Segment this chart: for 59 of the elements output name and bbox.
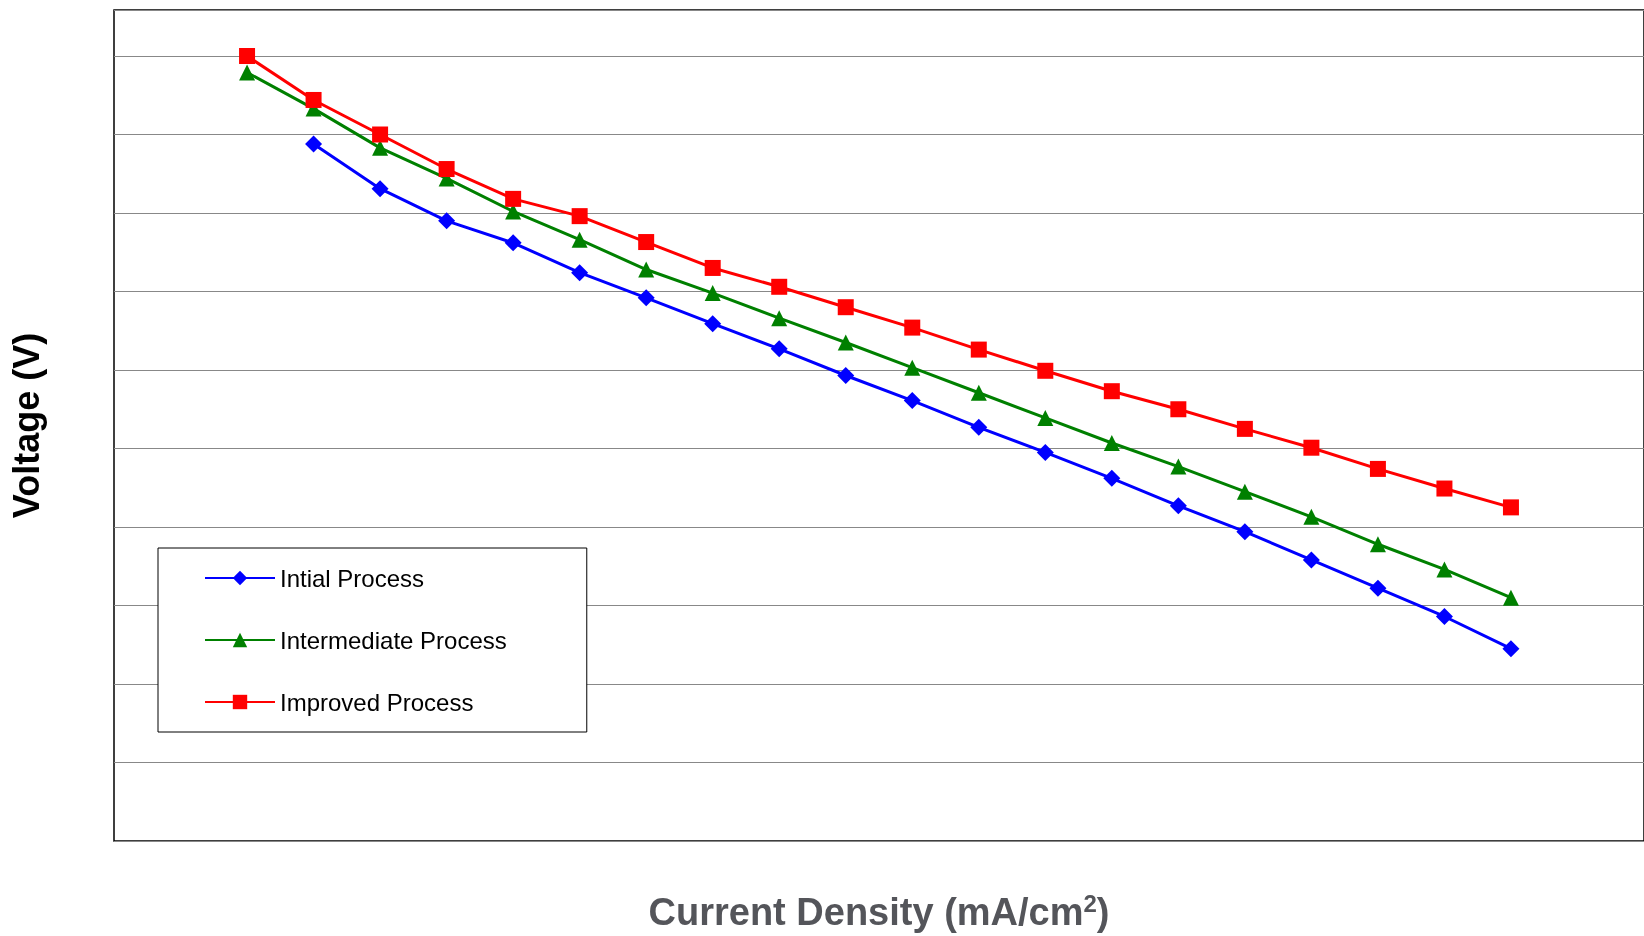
point — [904, 319, 921, 336]
point — [1303, 439, 1320, 456]
point — [1303, 508, 1320, 525]
point — [1436, 480, 1453, 497]
point — [1369, 460, 1386, 477]
point — [704, 259, 721, 276]
point — [837, 334, 854, 351]
point — [372, 126, 389, 143]
point — [1236, 483, 1253, 500]
point — [1037, 409, 1054, 426]
point — [305, 135, 323, 153]
point — [638, 261, 655, 278]
point — [1037, 362, 1054, 379]
point — [904, 359, 921, 376]
legend-label: Intermediate Process — [280, 626, 507, 654]
point — [1502, 640, 1520, 658]
point — [1302, 551, 1320, 569]
point — [1036, 443, 1054, 461]
point — [970, 384, 987, 401]
point — [970, 341, 987, 358]
point — [1502, 499, 1519, 516]
point — [504, 234, 522, 252]
point — [1170, 401, 1187, 418]
point — [371, 180, 389, 198]
point — [970, 418, 988, 436]
point — [1369, 579, 1387, 597]
point — [571, 231, 588, 248]
point — [1103, 435, 1120, 452]
point — [837, 299, 854, 316]
y-axis-title: Voltage (V) — [5, 332, 47, 519]
point — [1103, 383, 1120, 400]
point — [770, 340, 788, 358]
point — [771, 310, 788, 327]
point — [903, 392, 921, 410]
point — [571, 264, 589, 282]
point — [438, 212, 456, 230]
point — [638, 234, 655, 251]
point — [1236, 420, 1253, 437]
point — [438, 161, 455, 178]
point — [837, 367, 855, 384]
point — [637, 289, 655, 307]
point — [771, 278, 788, 295]
point — [704, 315, 722, 333]
legend-label: Improved Process — [280, 688, 474, 716]
point — [1369, 536, 1386, 553]
point — [1170, 458, 1187, 475]
point — [1236, 523, 1254, 541]
point — [704, 285, 721, 302]
point — [1435, 607, 1453, 625]
legend-label: Intial Process — [280, 564, 425, 592]
point — [305, 91, 322, 108]
point — [239, 48, 256, 64]
point — [1103, 469, 1121, 487]
point — [239, 64, 256, 81]
point — [571, 208, 588, 225]
point — [1169, 497, 1187, 515]
point — [1436, 561, 1453, 578]
point — [1502, 589, 1519, 606]
point — [505, 190, 522, 207]
